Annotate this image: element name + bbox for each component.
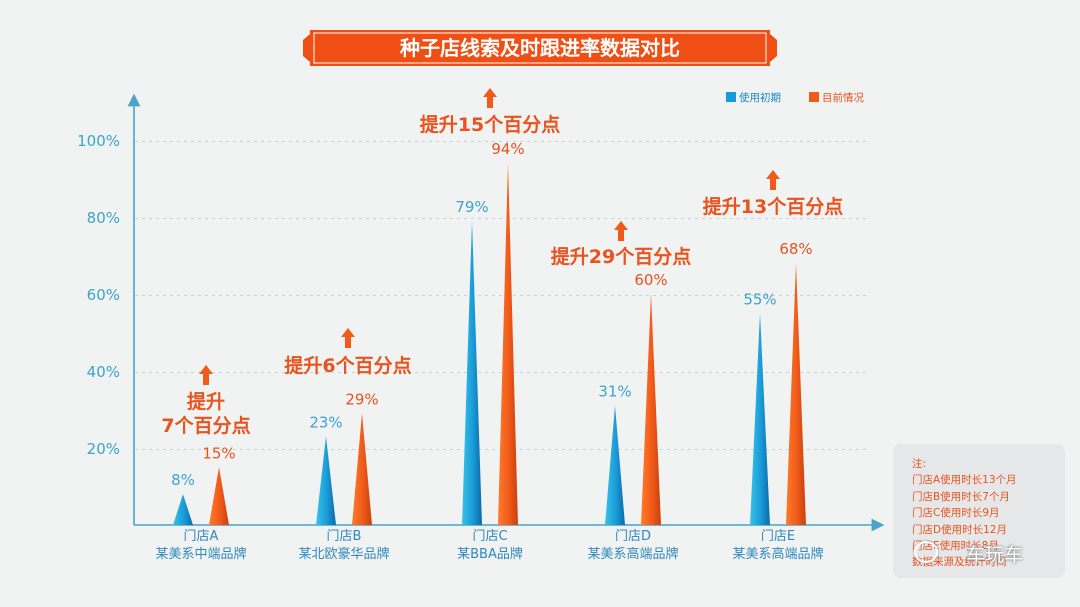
data-label-early: 23% xyxy=(309,413,342,431)
increase-annotation: 提升13个百分点 xyxy=(703,195,843,218)
bar-early-2 xyxy=(462,220,482,525)
y-tick-label: 80% xyxy=(87,209,120,227)
legend-label-early: 使用初期 xyxy=(739,91,781,104)
bar-current-0 xyxy=(209,467,229,525)
title-banner: 种子店线索及时跟进率数据对比 xyxy=(303,30,777,66)
category-label: 门店E xyxy=(761,529,795,544)
increase-annotation: 提升 xyxy=(187,390,225,413)
data-label-early: 55% xyxy=(743,290,776,308)
up-arrow-icon xyxy=(199,365,213,385)
data-label-early: 8% xyxy=(171,471,195,489)
bar-early-4 xyxy=(750,313,770,525)
category-label: 门店D xyxy=(615,529,651,544)
up-arrow-icon xyxy=(341,328,355,348)
legend-label-current: 目前情况 xyxy=(822,91,864,104)
y-tick-label: 20% xyxy=(87,440,120,458)
increase-annotation: 7个百分点 xyxy=(161,415,250,437)
data-labels: 8% 23% 79% 31% 55% 15% 29% 94% 60% 68% xyxy=(171,140,813,489)
up-arrow-icon xyxy=(483,88,497,108)
up-arrow-icon xyxy=(614,221,628,241)
bar-current-3 xyxy=(641,294,661,525)
watermark-text: 车玩车 xyxy=(966,544,1024,566)
notes-heading: 注: xyxy=(912,458,927,470)
title-banner-left-cap xyxy=(303,34,310,62)
title-banner-right-cap xyxy=(770,34,777,62)
bar-early-3 xyxy=(605,405,625,525)
title-banner-inner-border xyxy=(313,32,767,64)
category-label: 门店B xyxy=(327,529,362,544)
note-line: 数据来源及统计时间 xyxy=(912,556,1007,569)
y-tick-label: 40% xyxy=(87,363,120,381)
bar-current-4 xyxy=(786,263,806,525)
title-banner-bg xyxy=(310,30,770,66)
increase-annotation: 提升29个百分点 xyxy=(551,245,691,268)
category-sublabel: 某北欧豪华品牌 xyxy=(298,546,389,562)
chart-title: 种子店线索及时跟进率数据对比 xyxy=(399,36,680,60)
data-label-early: 79% xyxy=(455,198,488,216)
bar-current-2 xyxy=(498,163,518,525)
bar-early-0 xyxy=(173,494,193,525)
up-arrow-icon xyxy=(766,170,780,190)
y-tick-label: 100% xyxy=(77,132,120,150)
legend-swatch-early xyxy=(726,92,736,102)
category-label: 门店A xyxy=(184,529,219,544)
data-label-current: 68% xyxy=(779,240,812,258)
category-sublabel: 某美系高端品牌 xyxy=(587,546,678,562)
bar-current-1 xyxy=(352,413,372,525)
category-sublabel: 某美系高端品牌 xyxy=(732,546,823,562)
legend-swatch-current xyxy=(809,92,819,102)
note-line: 门店B使用时长7个月 xyxy=(912,490,1010,503)
data-label-current: 94% xyxy=(491,140,524,158)
category-labels: 门店A某美系中端品牌门店B某北欧豪华品牌门店C某BBA品牌门店D某美系高端品牌门… xyxy=(155,529,823,562)
category-sublabel: 某BBA品牌 xyxy=(457,546,523,562)
note-line: 门店A使用时长13个月 xyxy=(912,474,1017,487)
data-label-early: 31% xyxy=(598,383,631,401)
data-label-current: 15% xyxy=(202,444,235,462)
data-label-current: 29% xyxy=(345,390,378,408)
y-tick-labels: 20% 40% 60% 80% 100% xyxy=(77,132,120,458)
bars xyxy=(173,163,806,525)
legend: 使用初期 目前情况 xyxy=(726,91,864,104)
increase-annotation: 提升15个百分点 xyxy=(420,113,560,136)
category-sublabel: 某美系中端品牌 xyxy=(155,546,246,562)
bar-early-1 xyxy=(316,436,336,525)
increase-annotation: 提升6个百分点 xyxy=(284,354,411,377)
category-label: 门店C xyxy=(472,529,507,544)
data-label-current: 60% xyxy=(634,271,667,289)
y-tick-label: 60% xyxy=(87,286,120,304)
note-line: 门店C使用时长9月 xyxy=(912,507,1000,520)
wechat-icon xyxy=(914,541,938,563)
note-line: 门店D使用时长12月 xyxy=(912,523,1007,536)
